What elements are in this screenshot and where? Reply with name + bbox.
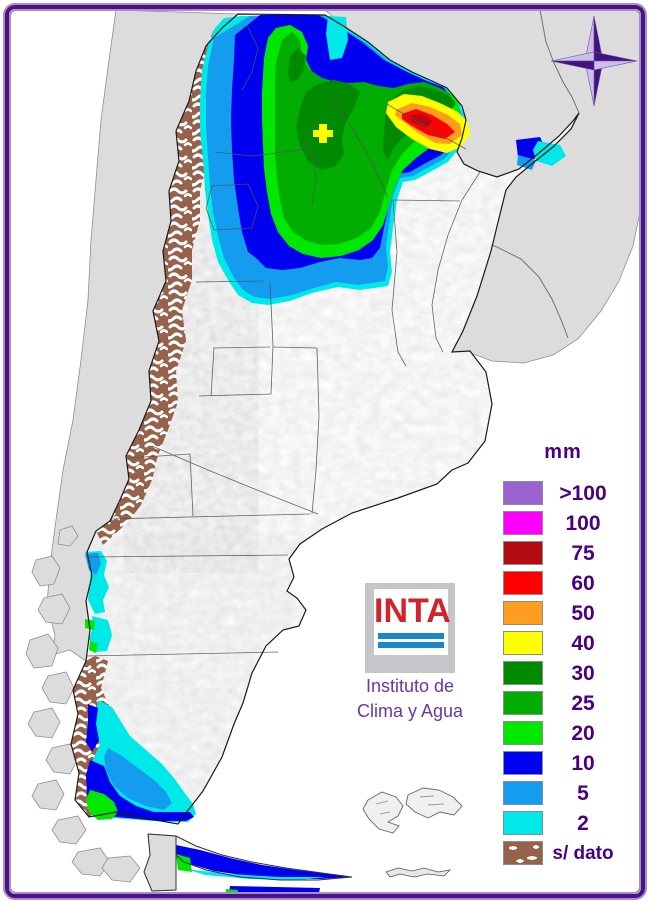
legend-swatch <box>503 601 543 625</box>
legend-swatch <box>503 751 543 775</box>
legend-row: 75 <box>503 538 623 568</box>
tierra-del-fuego-border <box>143 833 353 892</box>
legend-label: 100 <box>565 511 601 535</box>
argentina-border <box>70 13 580 825</box>
legend-label: 2 <box>577 811 589 835</box>
isla-de-los-estados <box>385 867 452 878</box>
legend-title: mm <box>544 441 582 463</box>
legend-row: 25 <box>503 688 623 718</box>
legend-swatch <box>503 811 543 835</box>
legend-label: s/ dato <box>552 842 614 864</box>
inta-logo-text: INTA <box>374 592 451 630</box>
legend-swatch <box>503 661 543 685</box>
legend-row: 60 <box>503 568 623 598</box>
legend-label: 75 <box>571 541 595 565</box>
neighbor-countries <box>25 11 639 892</box>
legend-swatch <box>503 571 543 595</box>
legend-row: s/ dato <box>503 838 623 868</box>
inta-logo: INTA <box>365 583 455 673</box>
legend-swatch <box>503 631 543 655</box>
legend-swatch <box>503 541 543 565</box>
inta-logo-inner: INTA <box>374 589 451 655</box>
compass-rose-icon <box>550 15 638 107</box>
foreign-borders <box>461 11 580 339</box>
institute-line2: Clima y Agua <box>356 701 464 721</box>
legend-label: 30 <box>571 661 595 685</box>
legend-row: 100 <box>503 508 623 538</box>
institute-name: Instituto de Clima y Agua <box>335 674 485 724</box>
legend-row: 50 <box>503 598 623 628</box>
legend-row: 40 <box>503 628 623 658</box>
argentina-precipitation-map <box>11 11 639 892</box>
institute-line1: Instituto de <box>365 676 455 696</box>
legend-swatch <box>503 511 543 535</box>
legend-row: 5 <box>503 778 623 808</box>
precipitation-legend: mm >100 100 75 60 50 40 30 25 20 10 5 2 … <box>503 441 623 868</box>
legend-row: 2 <box>503 808 623 838</box>
legend-swatch <box>503 691 543 715</box>
legend-swatch-no-data <box>503 841 543 865</box>
small-islands <box>362 787 463 878</box>
legend-label: 40 <box>571 631 595 655</box>
legend-swatch <box>503 721 543 745</box>
legend-row: >100 <box>503 478 623 508</box>
legend-label: 60 <box>571 571 595 595</box>
legend-swatch <box>503 781 543 805</box>
legend-label: 10 <box>571 751 595 775</box>
precipitation-patagonia <box>85 551 196 822</box>
province-borders <box>85 24 481 657</box>
falkland-islands <box>362 787 463 834</box>
inta-logo-bar <box>378 633 444 639</box>
legend-row: 30 <box>503 658 623 688</box>
legend-row: 10 <box>503 748 623 778</box>
legend-label: 50 <box>571 601 595 625</box>
legend-label: >100 <box>559 481 607 505</box>
legend-label: 25 <box>571 691 595 715</box>
legend-swatch <box>503 481 543 505</box>
legend-label: 20 <box>571 721 595 745</box>
legend-label: 5 <box>577 781 589 805</box>
precipitation-north <box>200 15 566 305</box>
legend-row: 20 <box>503 718 623 748</box>
precipitation-tierra-del-fuego <box>176 845 350 892</box>
map-area <box>11 11 639 892</box>
inta-logo-bar <box>378 642 444 648</box>
